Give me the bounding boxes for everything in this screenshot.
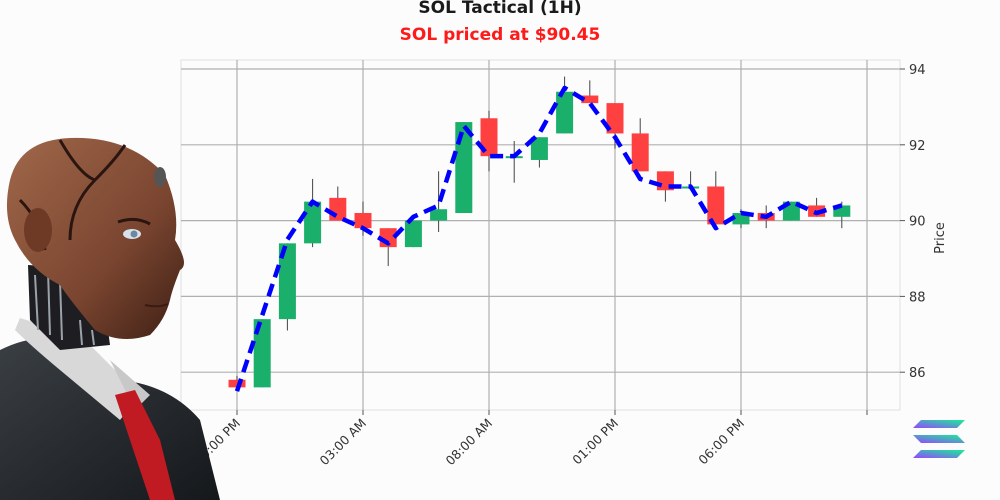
svg-text:92: 92 — [909, 139, 926, 154]
candle — [833, 205, 851, 217]
svg-text:06:00 PM: 06:00 PM — [695, 416, 747, 468]
svg-text:03:00 AM: 03:00 AM — [317, 416, 370, 469]
avatar — [0, 137, 220, 500]
candle — [732, 213, 750, 225]
candle — [480, 118, 498, 157]
x-axis: 10:00 PM 03:00 AM 08:00 AM 01:00 PM 06:00 PM — [191, 410, 868, 469]
chart-title: SOL Tactical (1H) — [418, 0, 582, 18]
svg-text:94: 94 — [909, 63, 926, 78]
trend-line — [234, 85, 843, 392]
candle — [707, 186, 725, 225]
svg-text:88: 88 — [909, 290, 926, 305]
candle — [278, 243, 296, 320]
candle — [581, 95, 599, 104]
candle — [354, 213, 372, 229]
svg-text:08:00 AM: 08:00 AM — [443, 416, 496, 469]
candle — [253, 319, 271, 388]
candle — [304, 201, 322, 244]
price-subtitle: SOL priced at $90.45 — [399, 25, 601, 45]
candle — [556, 91, 574, 134]
candle — [631, 133, 649, 172]
candle — [430, 209, 448, 221]
plot-frame — [180, 59, 901, 411]
solana-logo-icon — [913, 420, 965, 458]
candle — [606, 103, 624, 134]
candles — [228, 76, 851, 392]
svg-text:86: 86 — [909, 366, 926, 381]
candle — [228, 379, 246, 388]
candle — [404, 220, 422, 248]
y-axis: 86 88 90 92 94 — [900, 63, 926, 381]
svg-text:01:00 PM: 01:00 PM — [569, 416, 621, 468]
y-axis-label: Price — [933, 222, 948, 254]
candle — [530, 137, 548, 160]
svg-text:90: 90 — [909, 215, 926, 230]
